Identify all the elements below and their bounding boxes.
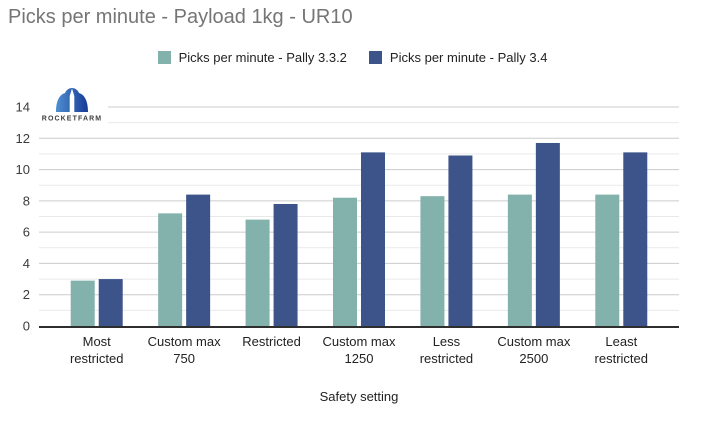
chart-title: Picks per minute - Payload 1kg - UR10	[8, 6, 353, 28]
bar-picks-per-minute-pally-3.4-custom-max-1250[interactable]	[361, 152, 385, 326]
legend-swatch-icon	[157, 50, 171, 64]
y-tick-label-14: 14	[16, 100, 30, 115]
logo-text: ROCKETFARM	[42, 116, 102, 123]
legend: Picks per minute - Pally 3.3.2 Picks per …	[0, 46, 705, 68]
y-tick-label-6: 6	[23, 225, 30, 240]
y-tick-label-0: 0	[23, 319, 30, 334]
legend-item-picks-per-minute-pally-3.3.2[interactable]: Picks per minute - Pally 3.3.2	[157, 49, 347, 65]
x-category-label-less-restricted: Less restricted	[420, 334, 473, 366]
x-category-label-most-restricted: Most restricted	[70, 334, 123, 366]
y-tick-label-4: 4	[23, 256, 30, 271]
x-axis-title: Safety setting	[319, 389, 399, 404]
bar-picks-per-minute-pally-3.3.2-most-restricted[interactable]	[70, 280, 95, 326]
legend-item-picks-per-minute-pally-3.4[interactable]: Picks per minute - Pally 3.4	[368, 49, 548, 65]
bar-picks-per-minute-pally-3.4-least-restricted[interactable]	[623, 152, 648, 326]
bar-picks-per-minute-pally-3.4-most-restricted[interactable]	[98, 279, 123, 326]
legend-label: Picks per minute - Pally 3.3.2	[178, 49, 347, 65]
x-category-label-custom-max-2500: Custom max 2500	[497, 334, 570, 366]
x-category-label-restricted: Restricted	[242, 334, 301, 349]
legend-swatch-icon	[368, 50, 382, 64]
bar-picks-per-minute-pally-3.4-less-restricted[interactable]	[448, 155, 473, 326]
bar-picks-per-minute-pally-3.3.2-custom-max-750[interactable]	[158, 213, 183, 326]
bar-picks-per-minute-pally-3.4-custom-max-2500[interactable]	[535, 142, 560, 326]
bar-picks-per-minute-pally-3.3.2-restricted[interactable]	[245, 219, 270, 326]
x-category-label-custom-max-1250: Custom max 1250	[323, 334, 396, 366]
x-category-label-custom-max-750: Custom max 750	[148, 334, 221, 366]
bar-picks-per-minute-pally-3.4-custom-max-750[interactable]	[186, 194, 211, 326]
x-category-label-least-restricted: Least restricted	[595, 334, 648, 366]
logo-rocket-icon	[69, 88, 75, 112]
bar-picks-per-minute-pally-3.3.2-custom-max-1250[interactable]	[333, 197, 357, 326]
bar-picks-per-minute-pally-3.3.2-custom-max-2500[interactable]	[507, 194, 532, 326]
bar-picks-per-minute-pally-3.4-restricted[interactable]	[273, 203, 298, 326]
rocketfarm-logo: ROCKETFARM	[36, 86, 108, 124]
bar-picks-per-minute-pally-3.3.2-least-restricted[interactable]	[595, 194, 620, 326]
y-tick-label-2: 2	[23, 287, 30, 302]
legend-label: Picks per minute - Pally 3.4	[389, 49, 548, 65]
y-tick-label-8: 8	[23, 193, 30, 208]
bar-picks-per-minute-pally-3.3.2-less-restricted[interactable]	[420, 196, 445, 326]
y-tick-label-12: 12	[16, 131, 30, 146]
y-tick-label-10: 10	[16, 162, 30, 177]
